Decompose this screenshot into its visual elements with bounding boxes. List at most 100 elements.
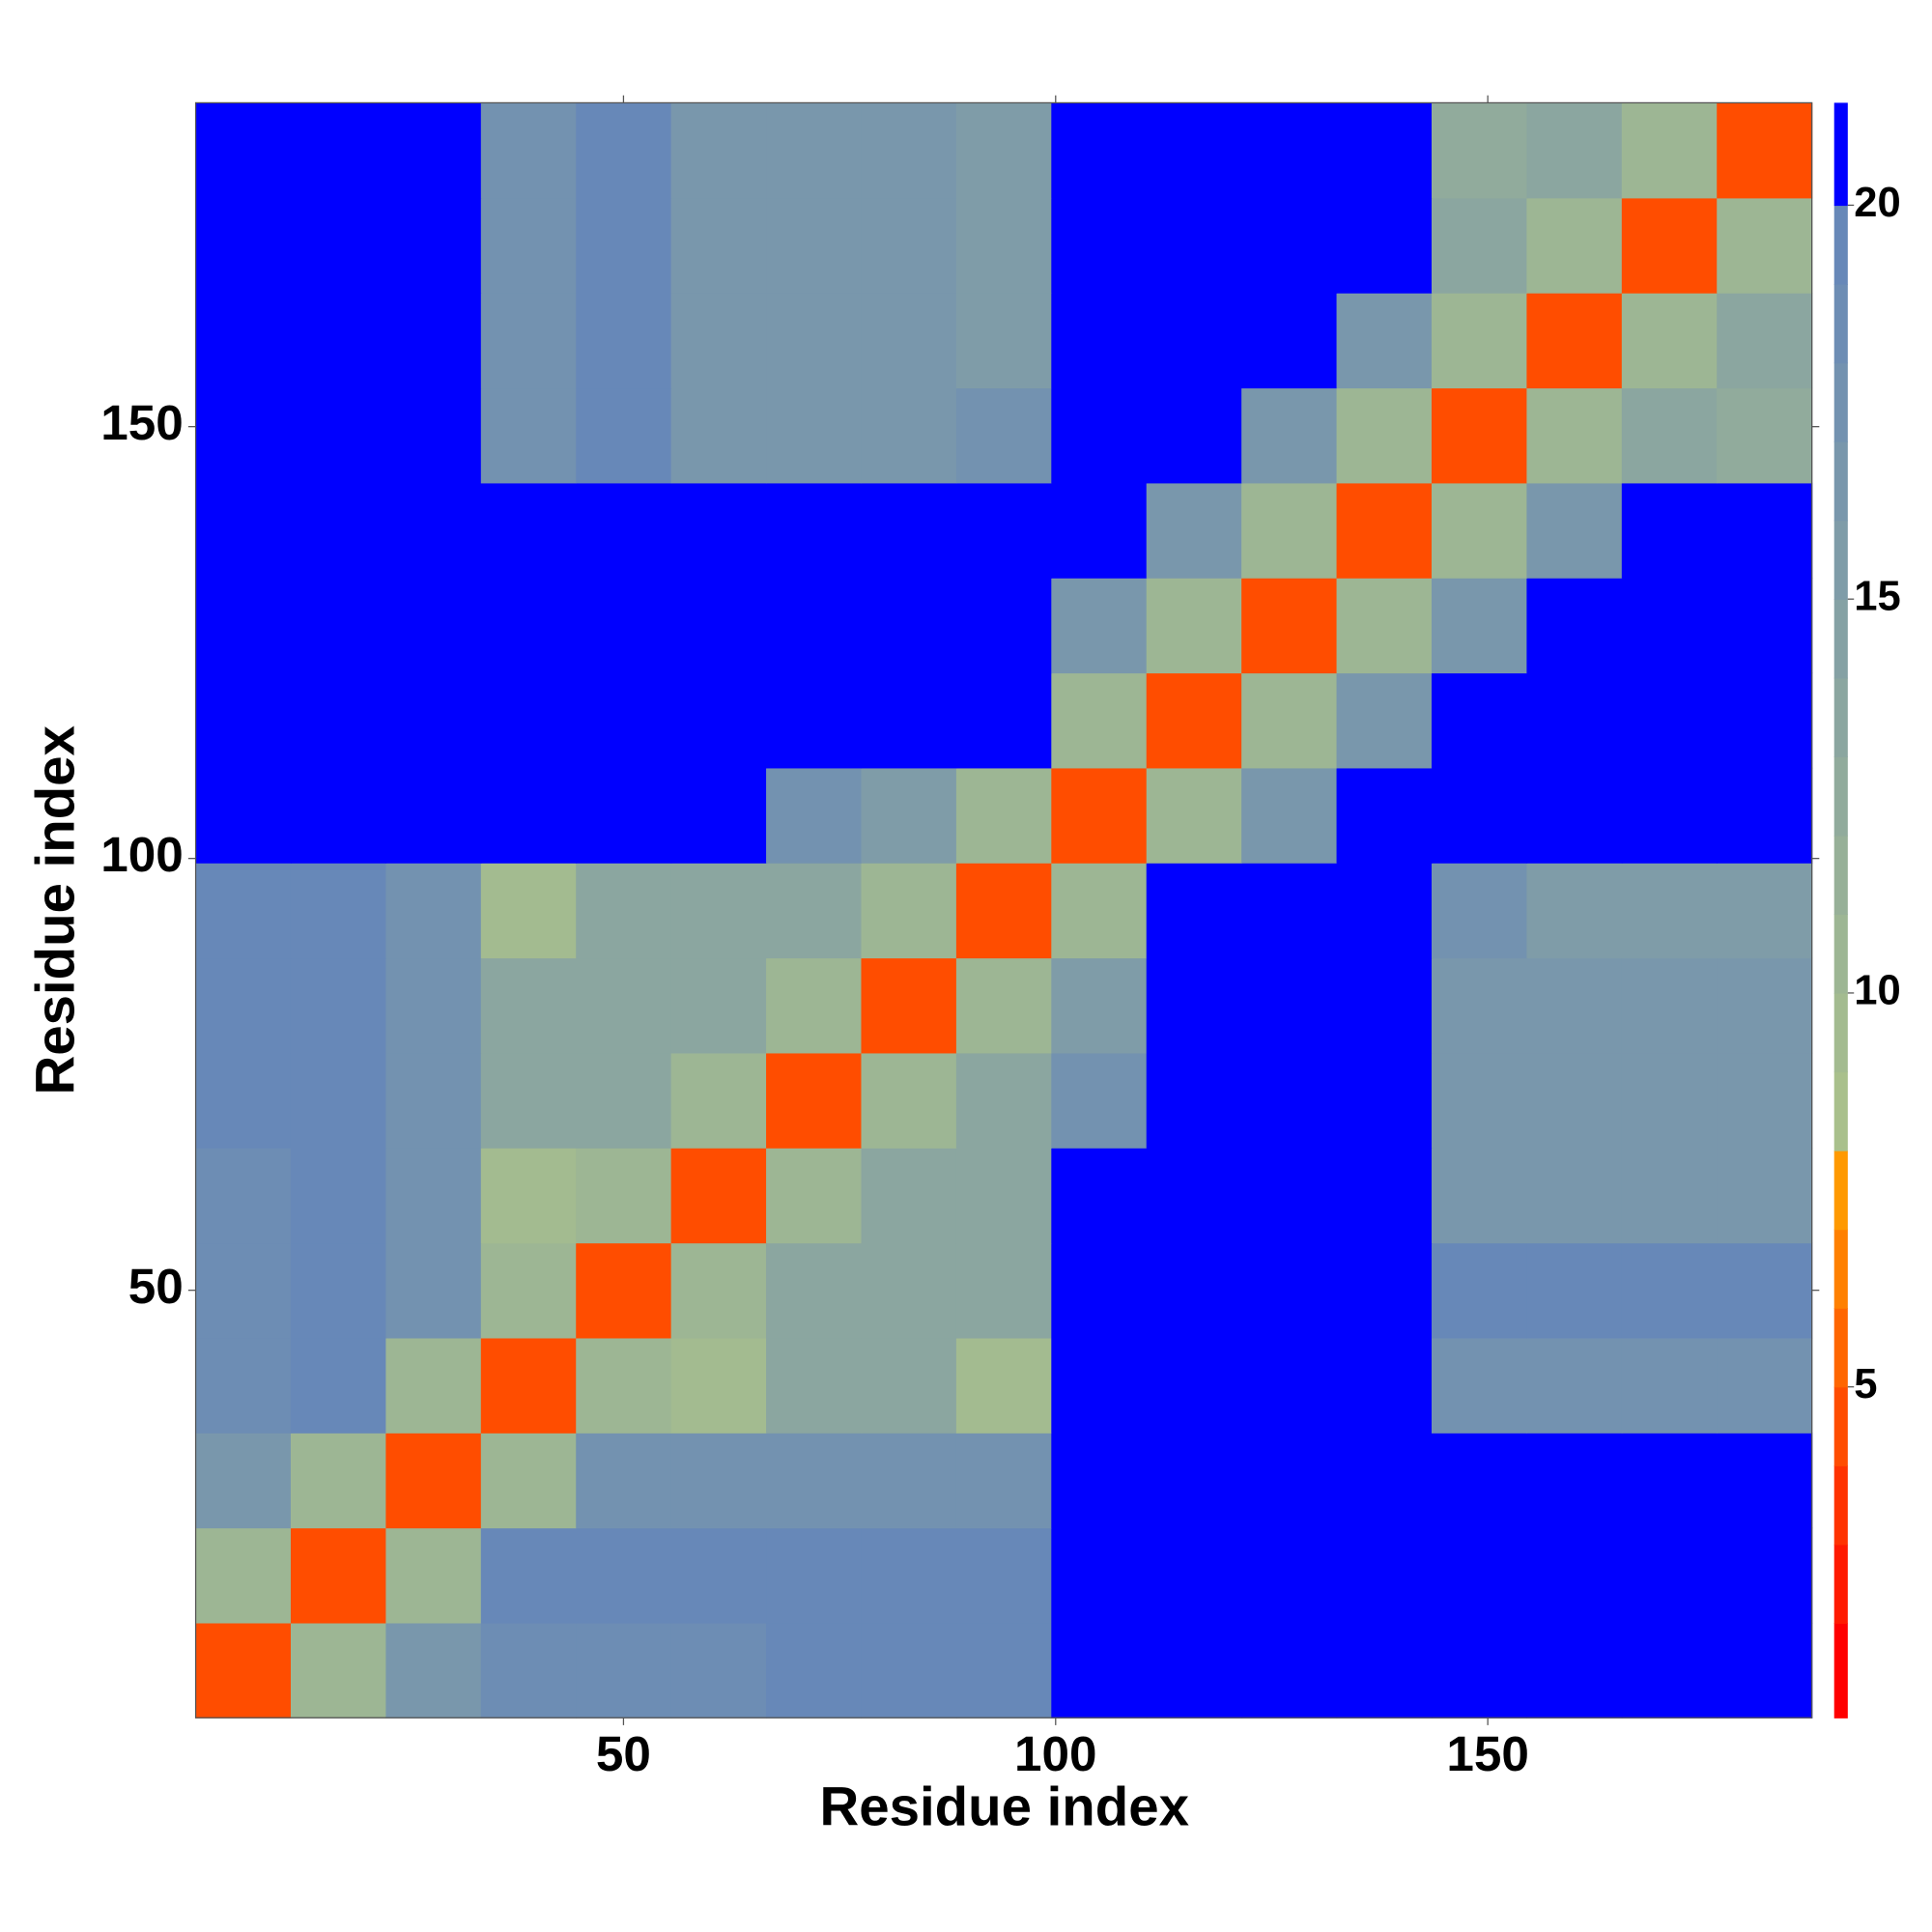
heat-cell [1146, 1242, 1242, 1339]
heat-cell [1241, 1433, 1338, 1529]
heat-cell [766, 767, 863, 864]
heat-cell [955, 957, 1052, 1054]
heat-cell [1717, 197, 1813, 294]
heat-cell [290, 197, 387, 294]
heat-cell [1146, 293, 1242, 389]
heat-cell [1336, 1622, 1433, 1719]
heat-cell [290, 578, 387, 674]
heat-cell [1241, 197, 1338, 294]
heat-cell [1051, 197, 1148, 294]
heat-cell [1146, 1433, 1242, 1529]
heat-cell [1526, 1148, 1623, 1244]
heat-cell [195, 957, 292, 1054]
heat-cell [385, 1242, 482, 1339]
heat-cell [861, 1148, 957, 1244]
heat-cell [1526, 102, 1623, 199]
heat-cell [1526, 672, 1623, 769]
heat-cell [1146, 672, 1242, 769]
heat-cell [480, 387, 577, 484]
colorbar-segment [1833, 1071, 1848, 1151]
heat-cell [1336, 293, 1433, 389]
heat-cell [1621, 578, 1718, 674]
heat-cell [1526, 1337, 1623, 1434]
heat-cell [480, 672, 577, 769]
heat-cell [1717, 1337, 1813, 1434]
heat-cell [955, 387, 1052, 484]
heat-cell [955, 1242, 1052, 1339]
heat-cell [290, 1433, 387, 1529]
heat-cell [1051, 387, 1148, 484]
heat-cell [955, 293, 1052, 389]
heat-cell [1336, 767, 1433, 864]
heat-cell [1146, 482, 1242, 579]
heat-cell [1621, 957, 1718, 1054]
heat-cell [1621, 1242, 1718, 1339]
heat-cell [955, 672, 1052, 769]
colorbar-segment [1833, 992, 1848, 1073]
heat-cell [1621, 672, 1718, 769]
y-tick-label: 50 [128, 1259, 184, 1314]
heat-cell [955, 482, 1052, 579]
heat-cell [861, 1337, 957, 1434]
heat-cell [1241, 1242, 1338, 1339]
heat-cell [1051, 1148, 1148, 1244]
heat-cell [1431, 1622, 1528, 1719]
colorbar-segment [1833, 362, 1848, 442]
heat-cell [861, 1622, 957, 1719]
heat-cell [385, 1622, 482, 1719]
heat-cell [1336, 672, 1433, 769]
heat-cell [1431, 387, 1528, 484]
heat-cell [195, 197, 292, 294]
heat-cell [290, 387, 387, 484]
heat-cell [955, 102, 1052, 199]
heat-cell [766, 1527, 863, 1624]
heat-cell [1621, 1622, 1718, 1719]
colorbar-tick-label: 20 [1854, 180, 1900, 226]
heat-cell [670, 767, 767, 864]
colorbar-segment [1833, 677, 1848, 757]
heat-cell [195, 482, 292, 579]
colorbar-segment [1833, 756, 1848, 837]
heat-cell [1336, 482, 1433, 579]
heat-cell [1051, 1622, 1148, 1719]
heat-cell [1336, 102, 1433, 199]
heat-cell [1717, 672, 1813, 769]
heat-cell [1621, 482, 1718, 579]
heat-cell [861, 197, 957, 294]
heat-cell [1431, 293, 1528, 389]
heat-cell [480, 957, 577, 1054]
heat-cell [670, 1052, 767, 1149]
heat-cell [576, 1622, 672, 1719]
heat-cell [1146, 1622, 1242, 1719]
heat-cell [385, 482, 482, 579]
heat-cell [195, 1148, 292, 1244]
heat-cell [290, 1337, 387, 1434]
heat-cell [290, 957, 387, 1054]
heat-cell [955, 1527, 1052, 1624]
heat-cell [1241, 957, 1338, 1054]
heat-cell [195, 1242, 292, 1339]
heat-cell [290, 1052, 387, 1149]
heat-cell [1051, 1433, 1148, 1529]
heat-cell [385, 1433, 482, 1529]
colorbar-tick-label: 5 [1854, 1361, 1877, 1407]
colorbar-tick-label: 10 [1854, 967, 1900, 1013]
heat-cell [1431, 1052, 1528, 1149]
y-tick-label: 150 [100, 395, 184, 450]
heat-cell [576, 102, 672, 199]
heat-cell [861, 767, 957, 864]
heat-cell [861, 672, 957, 769]
heat-cell [480, 767, 577, 864]
heat-cell [1526, 863, 1623, 959]
heat-cell [1146, 957, 1242, 1054]
heat-cell [480, 863, 577, 959]
heat-cell [766, 1242, 863, 1339]
heat-cell [955, 578, 1052, 674]
heat-cell [670, 1433, 767, 1529]
heat-cell [1241, 1052, 1338, 1149]
heat-cell [1336, 578, 1433, 674]
heat-cell [766, 672, 863, 769]
colorbar-segment [1833, 1465, 1848, 1546]
heat-cell [861, 1052, 957, 1149]
colorbar-segment [1833, 441, 1848, 522]
